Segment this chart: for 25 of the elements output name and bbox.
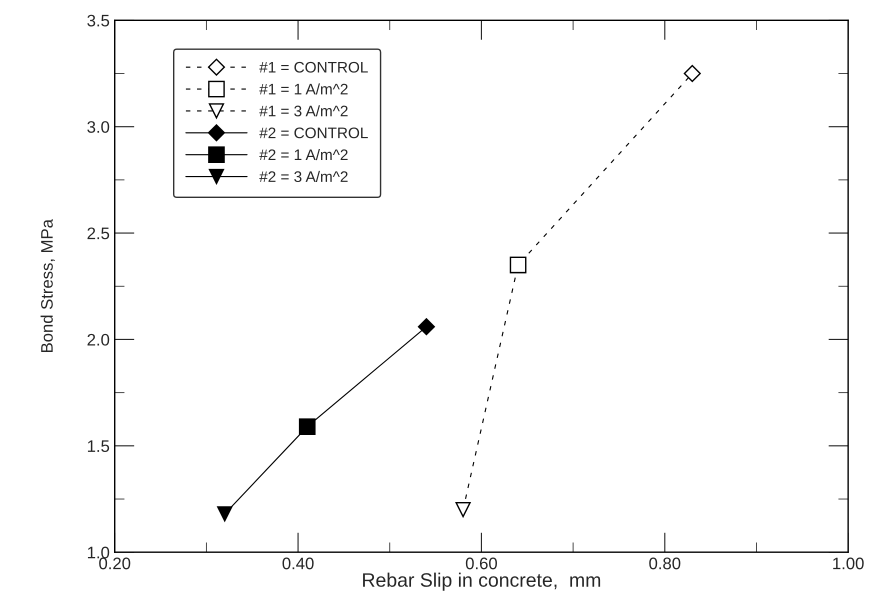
point: [217, 506, 232, 522]
y-tick-label: 1.5: [88, 440, 110, 452]
y-tick-label: 2.5: [88, 227, 110, 240]
x-tick-label: 0.60: [466, 558, 497, 570]
legend-label: #1 = 3 A/m^2: [259, 105, 348, 116]
x-tick-label: 0.20: [99, 558, 130, 570]
y-tick-label: 3.5: [87, 14, 110, 26]
x-axis-title: Rebar Slip in concrete, mm: [363, 572, 600, 591]
y-tick-label: 1.0: [88, 546, 110, 558]
point: [510, 256, 526, 274]
x-tick-label: 0.40: [282, 558, 314, 570]
y-tick-label: 3.0: [87, 121, 110, 133]
point: [455, 502, 471, 518]
point: [684, 64, 701, 82]
legend-label: #2 = CONTROL: [259, 127, 368, 138]
legend-label: #1 = CONTROL: [259, 62, 368, 73]
x-tick-label: 1.00: [833, 558, 864, 570]
legend-label: #2 = 3 A/m^2: [259, 170, 348, 182]
point: [298, 418, 316, 436]
point: [418, 318, 435, 336]
y-tick-label: 2.0: [88, 334, 110, 346]
y-axis-title: Bond Stress, MPa: [40, 219, 55, 352]
x-tick-label: 0.80: [649, 558, 680, 570]
legend-label: #1 = 1 A/m^2: [259, 83, 348, 95]
legend-label: #2 = 1 A/m^2: [259, 148, 348, 160]
